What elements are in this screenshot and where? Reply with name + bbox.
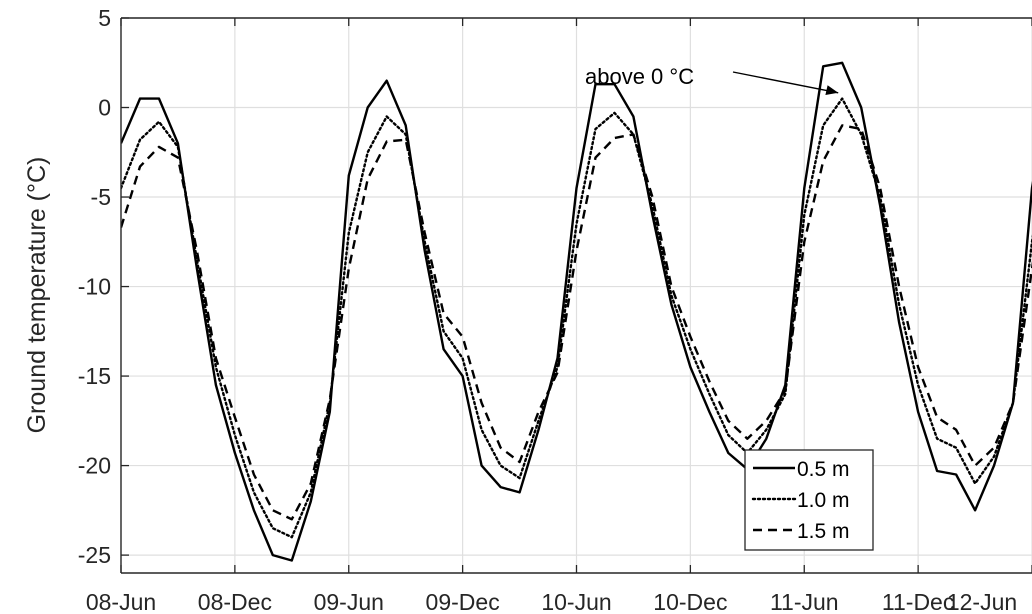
y-tick-label: -20 <box>78 453 111 479</box>
x-tick-labels: 08-Jun 08-Dec 09-Jun 09-Dec 10-Jun 10-Dec 11-J… <box>86 589 1017 614</box>
annotation-text: above 0 °C <box>585 64 694 89</box>
x-tick-label: 10-Dec <box>653 589 727 614</box>
annotation-arrowhead <box>825 85 839 95</box>
series-line-0-5-m <box>121 61 1032 562</box>
y-axis-title: Ground temperature (°C) <box>23 157 51 434</box>
legend: 0.5 m 1.0 m 1.5 m <box>744 449 874 551</box>
y-tick-label: -15 <box>78 363 111 389</box>
y-tick-label: -25 <box>78 542 111 568</box>
series-line-1-5-m <box>121 124 1032 521</box>
x-tick-label: 08-Dec <box>198 589 272 614</box>
legend-box <box>744 449 874 551</box>
axes <box>120 17 1032 574</box>
annotation: above 0 °C <box>585 64 839 95</box>
y-tick-labels: 5 0 -5 -10 -15 -20 -25 <box>78 5 111 568</box>
series-lines <box>121 61 1032 562</box>
y-tick-label: -5 <box>91 184 111 210</box>
x-tick-label: 08-Jun <box>86 589 156 614</box>
x-tick-label: 09-Jun <box>314 589 384 614</box>
x-tick-label: 12-Jun <box>947 589 1017 614</box>
x-tick-label: 10-Jun <box>541 589 611 614</box>
legend-label: 1.5 m <box>797 520 850 543</box>
y-tick-label: 5 <box>98 5 111 31</box>
x-tick-label: 11-Jun <box>770 589 839 614</box>
x-tick-label: 09-Dec <box>426 589 500 614</box>
series-line-1-0-m <box>121 97 1032 539</box>
y-tick-label: 0 <box>98 95 111 121</box>
x-tick-label: 11-Dec <box>882 589 954 614</box>
y-tick-label: -10 <box>78 274 111 300</box>
legend-label: 1.0 m <box>797 489 850 512</box>
annotation-arrow <box>732 71 839 94</box>
legend-label: 0.5 m <box>797 458 850 481</box>
